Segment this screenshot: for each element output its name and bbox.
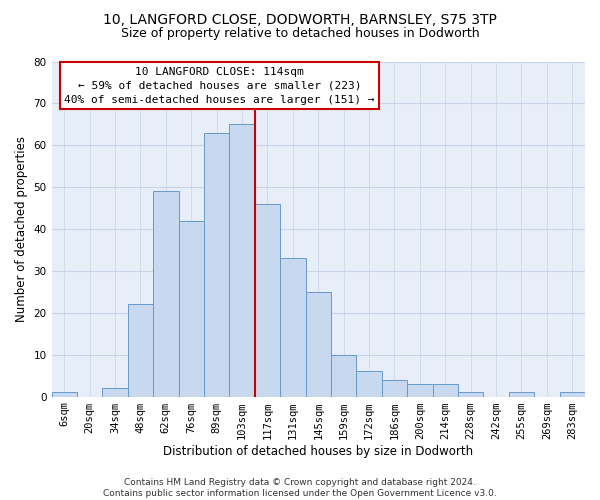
Text: 10 LANGFORD CLOSE: 114sqm
← 59% of detached houses are smaller (223)
40% of semi: 10 LANGFORD CLOSE: 114sqm ← 59% of detac… <box>64 66 375 104</box>
Bar <box>509 392 534 396</box>
Bar <box>179 220 204 396</box>
X-axis label: Distribution of detached houses by size in Dodworth: Distribution of detached houses by size … <box>163 444 473 458</box>
Bar <box>128 304 153 396</box>
Bar <box>153 192 179 396</box>
Bar <box>103 388 128 396</box>
Bar <box>382 380 407 396</box>
Text: Contains HM Land Registry data © Crown copyright and database right 2024.
Contai: Contains HM Land Registry data © Crown c… <box>103 478 497 498</box>
Bar <box>305 292 331 397</box>
Bar <box>458 392 484 396</box>
Bar <box>255 204 280 396</box>
Text: 10, LANGFORD CLOSE, DODWORTH, BARNSLEY, S75 3TP: 10, LANGFORD CLOSE, DODWORTH, BARNSLEY, … <box>103 12 497 26</box>
Y-axis label: Number of detached properties: Number of detached properties <box>15 136 28 322</box>
Bar <box>560 392 585 396</box>
Bar <box>407 384 433 396</box>
Bar <box>433 384 458 396</box>
Bar <box>280 258 305 396</box>
Bar <box>204 132 229 396</box>
Text: Size of property relative to detached houses in Dodworth: Size of property relative to detached ho… <box>121 28 479 40</box>
Bar <box>229 124 255 396</box>
Bar <box>52 392 77 396</box>
Bar <box>356 372 382 396</box>
Bar <box>331 354 356 397</box>
